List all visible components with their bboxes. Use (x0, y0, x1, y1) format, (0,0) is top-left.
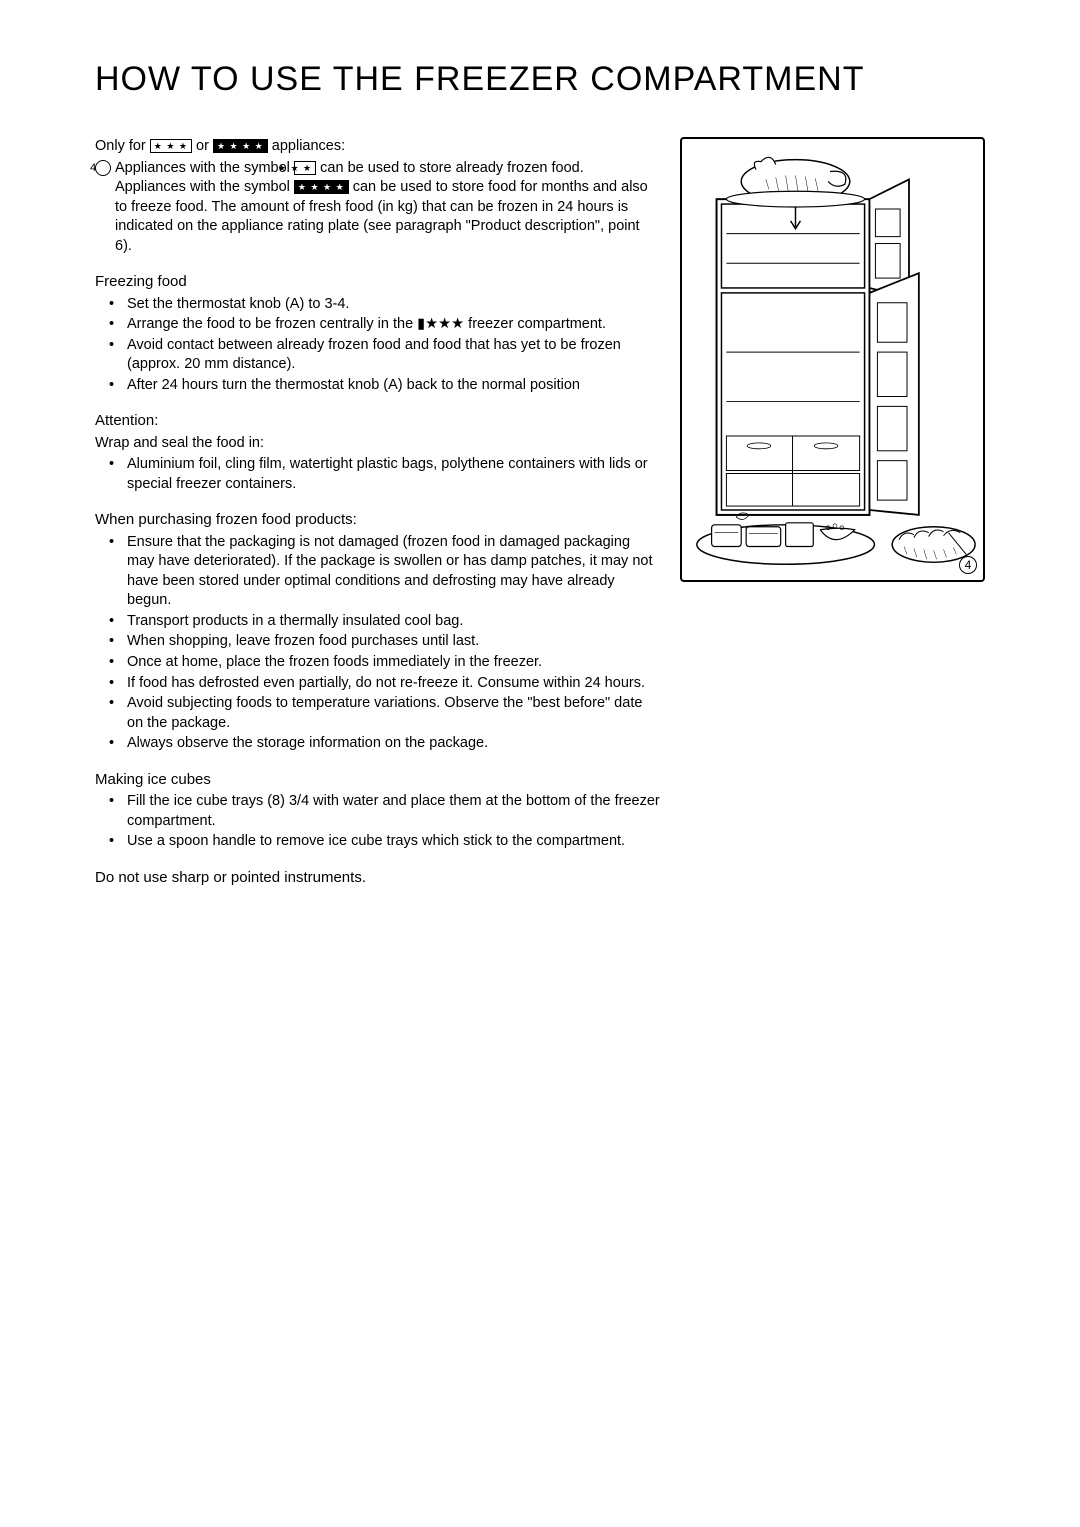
list-item: Avoid subjecting foods to temperature va… (115, 694, 660, 733)
intro-mid: or (192, 138, 213, 154)
list-item: Arrange the food to be frozen centrally … (115, 315, 660, 335)
list-item: Aluminium foil, cling film, watertight p… (115, 455, 660, 494)
right-column: 4 (680, 137, 985, 890)
content-wrap: Only for ★ ★ ★ or ★ ★ ★ ★ appliances: 4A… (95, 137, 985, 890)
attention-list: Aluminium foil, cling film, watertight p… (95, 455, 660, 494)
para1-post: can be used to store already frozen food… (316, 160, 584, 176)
warning-text: Do not use sharp or pointed instruments. (95, 868, 660, 888)
list-item: Ensure that the packaging is not damaged… (115, 533, 660, 611)
callout-number-icon: 4 (959, 556, 977, 574)
fridge-illustration: 4 (680, 137, 985, 582)
intro-pre: Only for (95, 138, 150, 154)
attention-sub: Wrap and seal the food in: (95, 434, 660, 454)
three-star-symbol-icon: ★ ★ ★ (294, 161, 316, 175)
intro-only-for: Only for ★ ★ ★ or ★ ★ ★ ★ appliances: (95, 137, 660, 157)
list-item: Use a spoon handle to remove ice cube tr… (115, 832, 660, 852)
purchasing-heading: When purchasing frozen food products: (95, 510, 660, 530)
four-star-symbol-icon: ★ ★ ★ ★ (213, 139, 268, 153)
intro-para-1: 4Appliances with the symbol ★ ★ ★ can be… (95, 159, 660, 179)
list-item: Transport products in a thermally insula… (115, 612, 660, 632)
list-item: After 24 hours turn the thermostat knob … (115, 376, 660, 396)
list-item: Set the thermostat knob (A) to 3-4. (115, 295, 660, 315)
intro-para-2: Appliances with the symbol ★ ★ ★ ★ can b… (95, 178, 660, 256)
fridge-svg-icon (682, 139, 983, 580)
para1-pre: Appliances with the symbol (115, 160, 294, 176)
three-star-symbol-icon: ★ ★ ★ (150, 139, 192, 153)
list-item: Once at home, place the frozen foods imm… (115, 653, 660, 673)
list-item: Avoid contact between already frozen foo… (115, 336, 660, 375)
list-item: If food has defrosted even partially, do… (115, 674, 660, 694)
circled-number-icon: 4 (95, 160, 111, 176)
ice-heading: Making ice cubes (95, 770, 660, 790)
list-item: When shopping, leave frozen food purchas… (115, 632, 660, 652)
page-title: HOW TO USE THE FREEZER COMPARTMENT (95, 60, 985, 99)
purchasing-list: Ensure that the packaging is not damaged… (95, 533, 660, 754)
attention-heading: Attention: (95, 411, 660, 431)
para2-pre: Appliances with the symbol (115, 179, 294, 195)
freezing-list: Set the thermostat knob (A) to 3-4. Arra… (95, 295, 660, 396)
four-star-symbol-icon: ★ ★ ★ ★ (294, 180, 349, 194)
freezing-heading: Freezing food (95, 272, 660, 292)
list-item: Fill the ice cube trays (8) 3/4 with wat… (115, 792, 660, 831)
intro-post: appliances: (268, 138, 345, 154)
list-item: Always observe the storage information o… (115, 734, 660, 754)
ice-list: Fill the ice cube trays (8) 3/4 with wat… (95, 792, 660, 852)
left-column: Only for ★ ★ ★ or ★ ★ ★ ★ appliances: 4A… (95, 137, 660, 890)
